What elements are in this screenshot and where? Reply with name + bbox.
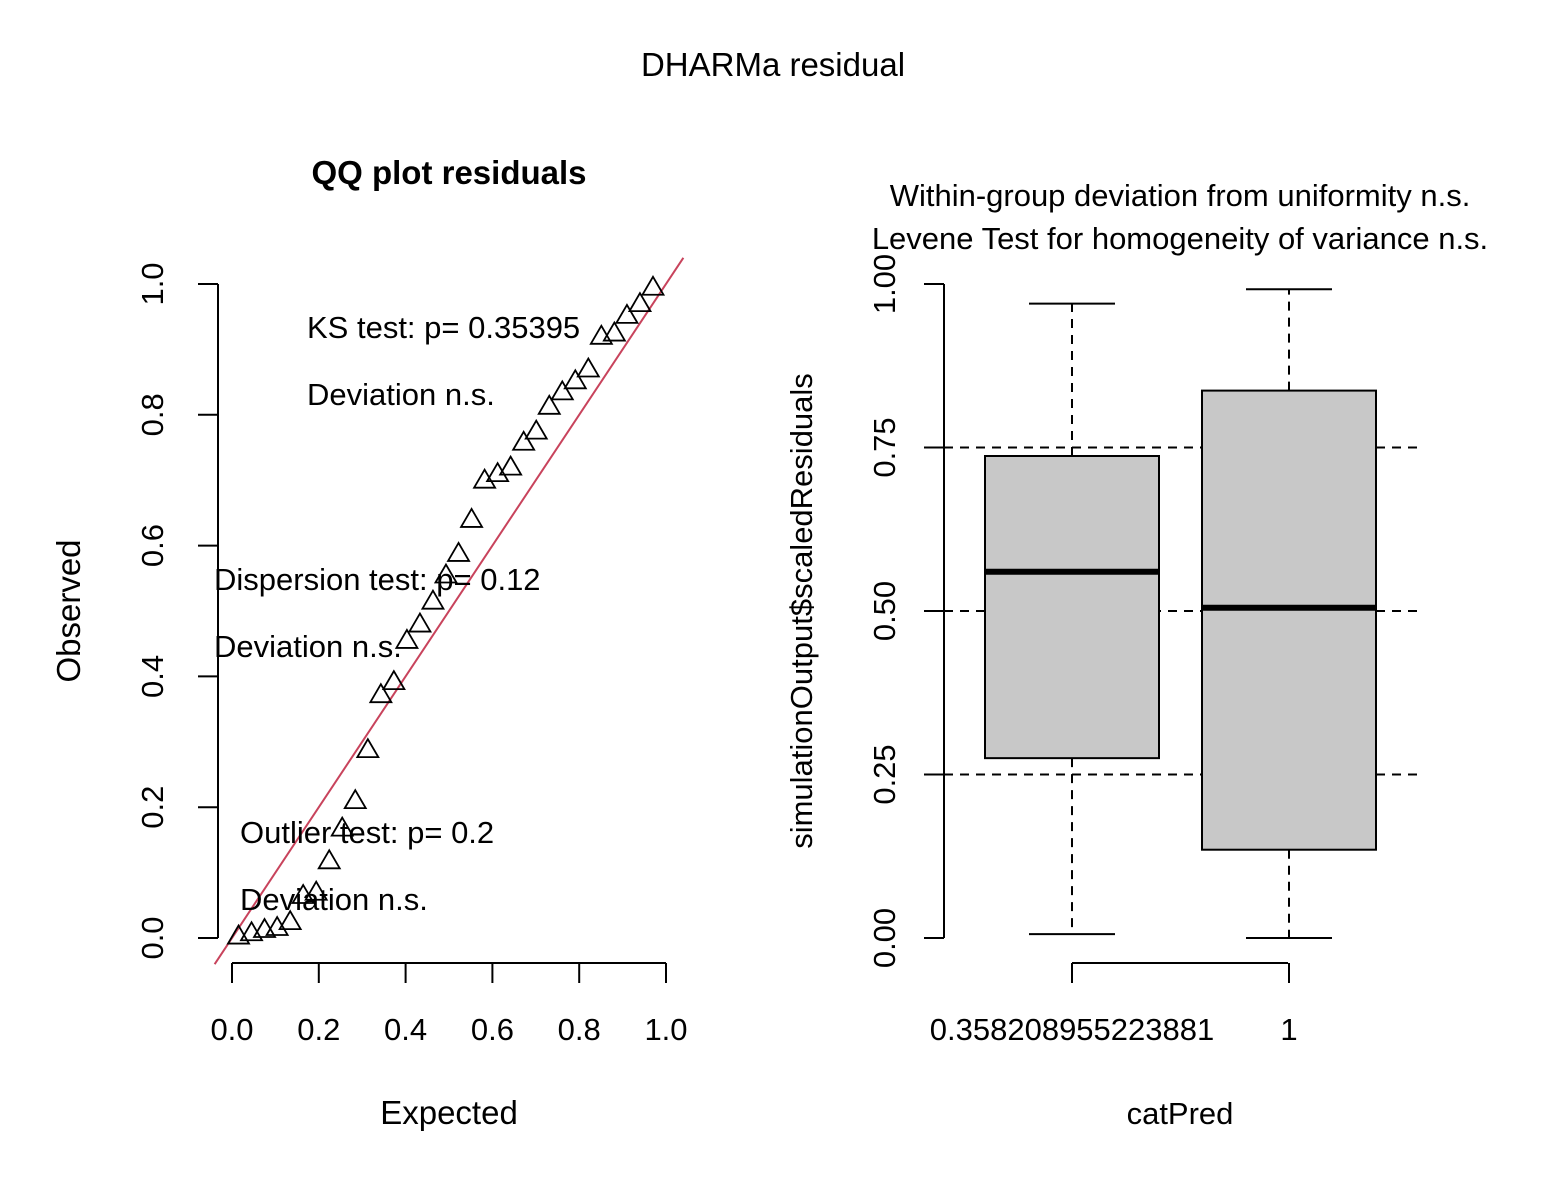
outlier-test-text: Outlier test: p= 0.2 bbox=[240, 815, 494, 850]
dispersion-test-text: Dispersion test: p= 0.12 bbox=[214, 562, 541, 597]
figure-title: DHARMa residual bbox=[641, 46, 905, 83]
ks-deviation-text: Deviation n.s. bbox=[307, 377, 495, 412]
dispersion-deviation-text: Deviation n.s. bbox=[214, 629, 402, 664]
qq-point bbox=[278, 909, 303, 931]
qq-x-tick-label: 0.8 bbox=[558, 1012, 601, 1047]
qq-x-axis-label: Expected bbox=[380, 1094, 518, 1131]
qq-x-tick-label: 0.6 bbox=[471, 1012, 514, 1047]
qq-point bbox=[602, 320, 627, 342]
qq-point bbox=[524, 418, 549, 440]
qq-y-ticks: 0.0 0.2 0.4 0.6 0.8 1.0 bbox=[135, 262, 218, 960]
qq-point bbox=[343, 788, 368, 810]
qq-point bbox=[563, 368, 588, 390]
qq-point bbox=[485, 461, 510, 483]
qq-y-tick-label: 0.0 bbox=[135, 916, 170, 959]
outlier-deviation-text: Deviation n.s. bbox=[240, 882, 428, 917]
qq-y-tick-label: 0.4 bbox=[135, 655, 170, 698]
boxplot-y-tick-label: 0.75 bbox=[867, 417, 902, 477]
qq-reference-line bbox=[213, 257, 685, 965]
qq-point bbox=[420, 588, 446, 610]
boxplot-title-line1: Within-group deviation from uniformity n… bbox=[890, 178, 1471, 213]
qq-plot-panel: QQ plot residuals 0.0 0.2 0.4 0.6 0.8 1.0 0.0… bbox=[50, 154, 688, 1131]
qq-point bbox=[407, 611, 432, 633]
qq-point bbox=[459, 507, 484, 528]
qq-points bbox=[226, 274, 666, 945]
qq-y-tick-label: 0.6 bbox=[135, 524, 170, 567]
qq-y-tick-label: 0.8 bbox=[135, 393, 170, 436]
qq-x-tick-label: 0.0 bbox=[210, 1012, 253, 1047]
qq-x-tick-label: 0.2 bbox=[297, 1012, 340, 1047]
boxplot-box bbox=[1201, 389, 1377, 851]
boxplot-title-line2: Levene Test for homogeneity of variance … bbox=[872, 221, 1488, 256]
qq-point bbox=[627, 291, 653, 313]
qq-point bbox=[511, 429, 536, 451]
boxplot-panel: Within-group deviation from uniformity n… bbox=[784, 178, 1488, 1131]
boxplot-category-label: 0.358208955223881 bbox=[930, 1012, 1214, 1047]
qq-point bbox=[317, 848, 342, 870]
qq-point bbox=[640, 274, 666, 296]
boxplot-y-axis-label: simulationOutput$scaledResiduals bbox=[784, 373, 819, 849]
qq-title: QQ plot residuals bbox=[311, 154, 586, 191]
boxplot-category-label: 1 bbox=[1280, 1012, 1297, 1047]
ks-test-text: KS test: p= 0.35395 bbox=[307, 310, 580, 345]
qq-point bbox=[614, 303, 640, 324]
qq-y-tick-label: 0.2 bbox=[135, 786, 170, 829]
qq-point bbox=[304, 879, 329, 901]
qq-y-tick-label: 1.0 bbox=[135, 262, 170, 305]
qq-x-tick-label: 1.0 bbox=[644, 1012, 687, 1047]
qq-point bbox=[355, 737, 380, 759]
boxplot-y-ticks: 0.00 0.25 0.50 0.75 1.00 bbox=[867, 254, 944, 968]
qq-point bbox=[472, 467, 497, 489]
qq-point bbox=[537, 394, 562, 415]
qq-point bbox=[330, 815, 355, 837]
qq-point bbox=[368, 682, 393, 704]
qq-point bbox=[433, 562, 459, 584]
boxplot-boxes bbox=[984, 288, 1377, 939]
qq-x-ticks: 0.0 0.2 0.4 0.6 0.8 1.0 bbox=[210, 963, 688, 1047]
qq-point bbox=[498, 454, 523, 476]
qq-y-axis-label: Observed bbox=[50, 539, 87, 682]
qq-point bbox=[381, 669, 406, 691]
qq-point bbox=[576, 356, 601, 378]
qq-x-tick-label: 0.4 bbox=[384, 1012, 427, 1047]
qq-point bbox=[394, 628, 419, 649]
boxplot-x-ticks: 0.358208955223881 1 bbox=[930, 963, 1298, 1047]
boxplot-y-tick-label: 0.00 bbox=[867, 908, 902, 968]
boxplot-y-tick-label: 0.50 bbox=[867, 581, 902, 641]
boxplot-y-tick-label: 0.25 bbox=[867, 744, 902, 804]
qq-point bbox=[446, 541, 471, 562]
qq-point bbox=[550, 379, 575, 401]
boxplot-y-tick-label: 1.00 bbox=[867, 254, 902, 314]
boxplot-box bbox=[984, 455, 1160, 760]
boxplot-x-axis-label: catPred bbox=[1127, 1096, 1234, 1131]
